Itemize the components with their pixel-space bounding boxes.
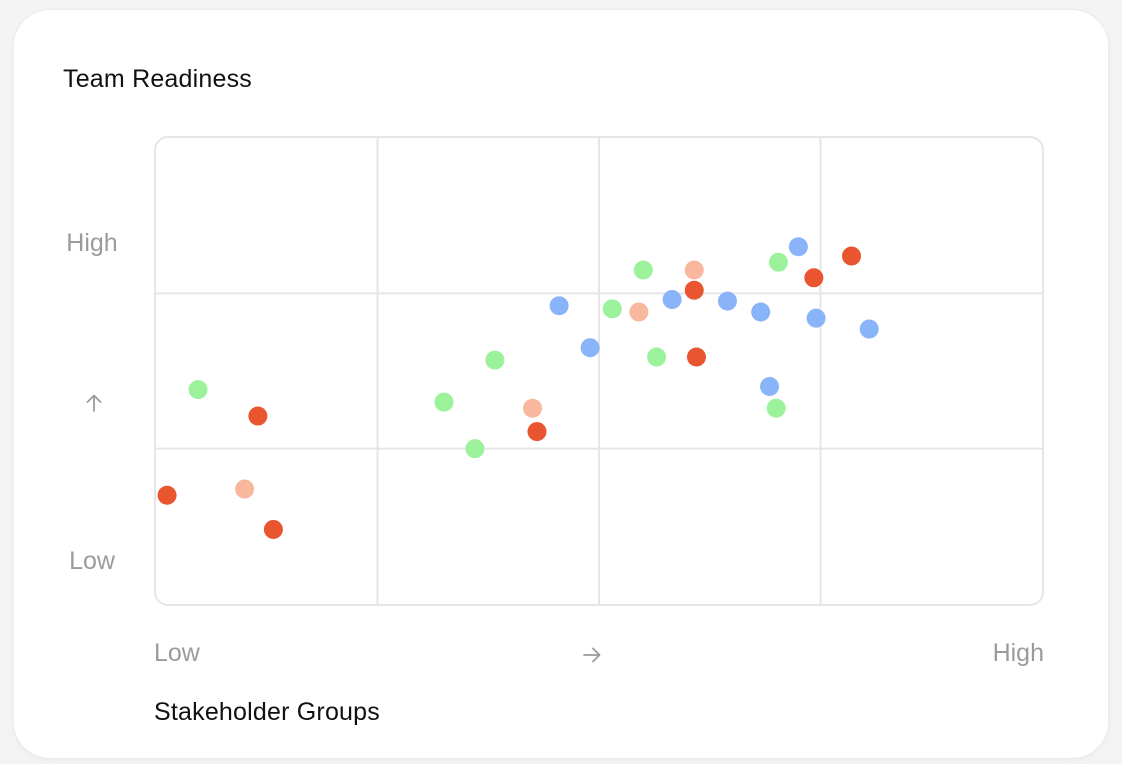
scatter-point[interactable]	[629, 302, 649, 322]
scatter-point[interactable]	[686, 347, 706, 367]
scatter-plot	[156, 138, 1042, 604]
arrow-up-icon	[86, 394, 102, 412]
scatter-point[interactable]	[788, 237, 808, 257]
scatter-point[interactable]	[235, 479, 255, 499]
scatter-point[interactable]	[717, 291, 737, 311]
scatter-point[interactable]	[684, 260, 704, 280]
scatter-point[interactable]	[684, 280, 704, 300]
x-axis-title: Stakeholder Groups	[154, 698, 380, 726]
scatter-point[interactable]	[523, 398, 543, 418]
scatter-point[interactable]	[647, 347, 667, 367]
y-axis-high-label: High	[66, 229, 118, 257]
scatter-point[interactable]	[465, 439, 485, 459]
scatter-point[interactable]	[157, 485, 177, 505]
scatter-point[interactable]	[760, 377, 780, 397]
scatter-point[interactable]	[842, 246, 862, 266]
scatter-point[interactable]	[485, 350, 505, 370]
scatter-point[interactable]	[662, 290, 682, 310]
scatter-point[interactable]	[580, 338, 600, 358]
chart-card: Team Readiness High Low Low High Stakeho…	[14, 10, 1108, 758]
plot-area	[154, 136, 1044, 606]
chart-title: Team Readiness	[63, 65, 253, 93]
scatter-point[interactable]	[248, 406, 268, 426]
scatter-point[interactable]	[188, 380, 208, 400]
scatter-point[interactable]	[263, 519, 283, 539]
x-axis-low-label: Low	[154, 639, 200, 667]
scatter-point[interactable]	[549, 296, 569, 316]
scatter-point[interactable]	[633, 260, 653, 280]
x-axis-high-label: High	[992, 639, 1044, 667]
scatter-point[interactable]	[751, 302, 771, 322]
scatter-point[interactable]	[768, 252, 788, 272]
scatter-point[interactable]	[766, 398, 786, 418]
scatter-point[interactable]	[527, 422, 547, 442]
scatter-point[interactable]	[859, 319, 879, 339]
scatter-point[interactable]	[602, 299, 622, 319]
arrow-right-icon	[583, 647, 601, 663]
scatter-point[interactable]	[806, 308, 826, 328]
y-axis-low-label: Low	[69, 547, 115, 575]
scatter-point[interactable]	[804, 268, 824, 288]
scatter-point[interactable]	[434, 392, 454, 412]
